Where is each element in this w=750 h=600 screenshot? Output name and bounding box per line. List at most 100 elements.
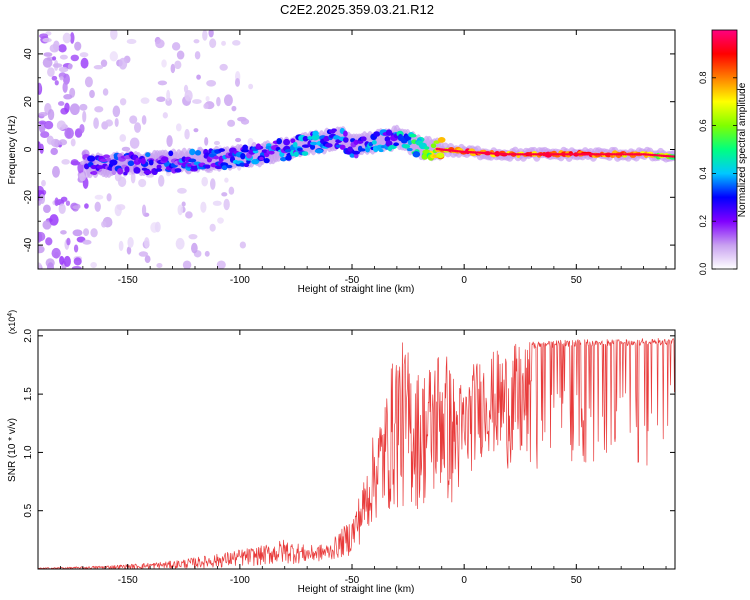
spectrogram-ridge-mark [156,164,162,170]
colorbar-tick-label: 0.4 [698,167,708,180]
spectrogram-noise-blob [156,263,163,269]
spectrogram-noise-blob [38,121,46,134]
x-tick-label: -150 [118,575,138,586]
spectrogram-noise-blob [110,30,118,40]
spectrogram-noise-blob [52,166,60,178]
snr-frame [37,329,676,570]
spectrogram-core-mark [567,153,572,156]
spectrogram-core-mark [590,153,594,156]
spectrogram-noise-blob [94,106,104,113]
spectrogram-core-mark [518,153,522,156]
spectrogram-ridge-mark [347,146,353,152]
snr-y-scale-label: (x104) [7,310,18,334]
spectrogram-core-mark [570,153,574,156]
spectrogram-noise-blob [174,60,182,70]
spectrogram-core-mark [610,153,614,156]
spectrogram-noise-blob [39,193,46,205]
spectrogram-core-mark [509,153,513,156]
snr-panel: -150 -100 -50 0 50 0.5 1.0 1.5 2.0 Height of st… [7,310,676,595]
x-tick-label: -50 [345,275,360,286]
spectrogram-ridge-mark [99,158,108,162]
spectrogram-ridge-mark [433,140,440,144]
spectrogram-noise-blob [65,200,71,206]
spectrogram-noise-blob [70,138,76,147]
spectrogram-noise-blob [166,89,171,102]
spectrogram-noise-blob [216,260,226,269]
spectrogram-noise-blob [43,52,53,57]
spectrogram-noise-blob [176,50,185,60]
spectrogram-ridge-mark [168,150,174,157]
spectrogram-core-mark [585,153,590,156]
spectrogram-noise-blob [231,105,237,112]
spectrogram-noise-blob [54,197,59,207]
spectrogram-noise-blob [171,42,181,51]
spectrogram-noise-blob [240,118,250,125]
spectrogram-ridge-mark [141,157,146,165]
spectrogram-ridge-mark [314,148,324,154]
spectrogram-ridge-mark [154,168,163,172]
spectrogram-noise-blob [130,171,136,184]
spectrogram-ridge-mark [365,146,371,153]
colorbar-label: Normalized spectral amplitude [737,82,748,217]
spectrogram-noise-blob [46,262,55,269]
snr-y-label: SNR (10 * v/v) [7,418,18,482]
spectrogram-noise-blob [156,96,166,102]
spectrogram-noise-blob [185,211,193,219]
spectrogram-noise-blob [58,66,69,73]
spectrogram-noise-blob [82,110,87,123]
spectrogram-noise-blob [158,174,165,187]
spectrogram-core-mark [606,153,610,156]
spectrogram-ridge-mark [309,144,316,150]
spectrogram-noise-blob [105,119,114,127]
spectrogram-y-axis: -40 -20 0 20 40 [23,29,675,270]
spectrogram-noise-blob [60,230,67,235]
spectrogram-noise-blob [216,96,221,107]
spectrogram-noise-blob [106,193,112,202]
spectrogram-noise-blob [49,214,59,226]
spectrogram-noise-blob [114,117,119,127]
spectrogram-ridge-mark [189,148,196,156]
spectrogram-noise-blob [71,265,82,269]
spectrogram-noise-blob [162,112,168,119]
x-tick-label: -150 [118,275,138,286]
y-tick-label: 1.0 [23,445,34,459]
y-tick-label: -20 [23,190,34,205]
colorbar-tick-label: 0.6 [698,119,708,132]
spectrogram-noise-blob [126,246,132,255]
spectrogram-ridge-mark [111,169,117,176]
spectrogram-ridge-mark [324,143,333,148]
spectrogram-noise-blob [235,137,242,143]
spectrogram-noise-blob [234,77,241,87]
spectrogram-noise-blob [177,187,187,194]
spectrogram-ridge-mark [339,144,346,150]
spectrogram-noise-blob [93,64,104,70]
spectrogram-noise-blob [38,120,47,125]
spectrogram-ridge-mark [174,168,182,173]
spectrogram-ridge-mark [239,162,246,167]
spectrogram-ridge-mark [102,154,111,159]
spectrogram-ridge-mark [293,151,299,157]
spectrogram-ridge-mark [373,131,381,137]
spectrogram-noise-blob [202,30,208,41]
spectrogram-core-mark [612,153,617,156]
spectrogram-noise-blob [90,261,97,269]
spectrogram-core-mark [527,153,531,156]
spectrogram-ridge-mark [407,139,413,145]
spectrogram-ridge-mark [343,130,348,137]
spectrogram-ridge-mark [194,150,202,156]
spectrogram-noise-blob [62,81,68,93]
spectrogram-core-mark [532,153,536,156]
spectrogram-ridge-mark [297,147,303,152]
spectrogram-ridge-mark [106,157,111,162]
spectrogram-ridge-mark [218,148,225,152]
spectrogram-noise-blob [47,67,55,77]
spectrogram-noise-blob [64,102,70,113]
spectrogram-noise-blob [77,161,84,174]
spectrogram-core-mark [630,153,634,156]
spectrogram-noise-blob [141,204,147,216]
snr-marks [38,337,675,569]
spectrogram-noise-blob [155,39,165,49]
spectrogram-noise-blob [51,247,61,259]
spectrogram-noise-blob [49,43,60,53]
spectrogram-core-mark [550,153,554,156]
